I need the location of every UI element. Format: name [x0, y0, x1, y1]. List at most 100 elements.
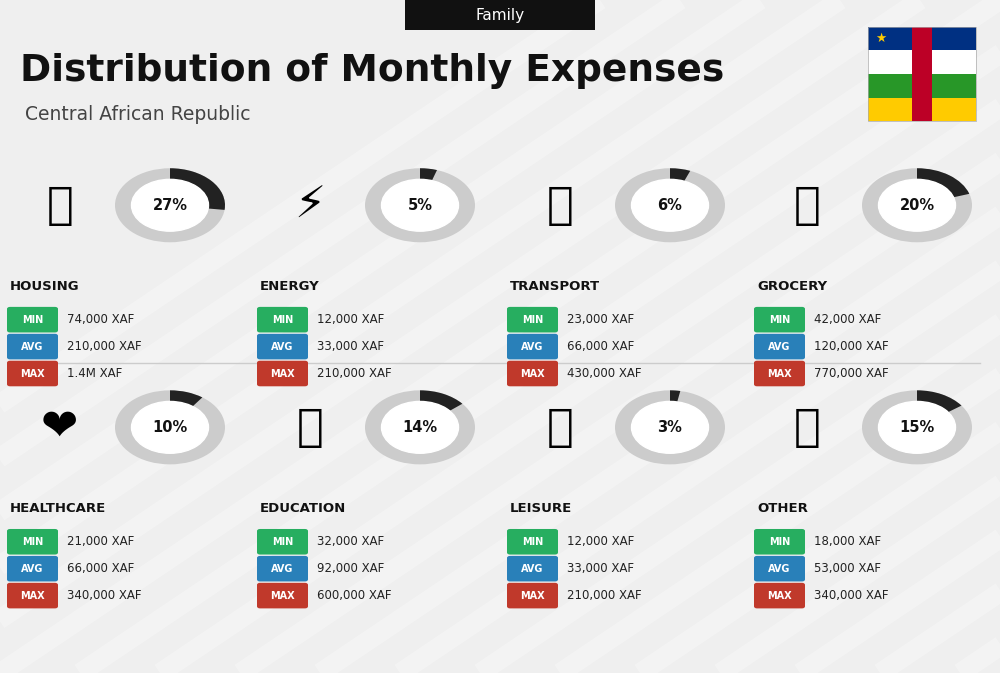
Text: LEISURE: LEISURE	[510, 501, 572, 515]
Text: MAX: MAX	[520, 591, 545, 600]
FancyBboxPatch shape	[507, 556, 558, 581]
Text: AVG: AVG	[521, 342, 544, 351]
Text: 92,000 XAF: 92,000 XAF	[317, 562, 384, 575]
Text: MIN: MIN	[272, 315, 293, 324]
Text: AVG: AVG	[768, 564, 791, 573]
Text: HEALTHCARE: HEALTHCARE	[10, 501, 106, 515]
Circle shape	[879, 401, 956, 454]
Text: 340,000 XAF: 340,000 XAF	[814, 589, 889, 602]
Text: 66,000 XAF: 66,000 XAF	[67, 562, 134, 575]
Text: 53,000 XAF: 53,000 XAF	[814, 562, 881, 575]
FancyBboxPatch shape	[754, 583, 805, 608]
Text: Distribution of Monthly Expenses: Distribution of Monthly Expenses	[20, 52, 724, 89]
Text: AVG: AVG	[768, 342, 791, 351]
Text: 14%: 14%	[402, 420, 438, 435]
Circle shape	[879, 180, 956, 232]
Text: ★: ★	[875, 32, 887, 44]
Text: MAX: MAX	[767, 591, 792, 600]
Wedge shape	[917, 168, 969, 197]
Text: 6%: 6%	[658, 198, 682, 213]
Text: TRANSPORT: TRANSPORT	[510, 279, 600, 293]
Text: 👛: 👛	[794, 406, 820, 449]
Wedge shape	[115, 390, 225, 464]
Text: 770,000 XAF: 770,000 XAF	[814, 367, 889, 380]
Text: MAX: MAX	[20, 591, 45, 600]
Text: 🛍️: 🛍️	[547, 406, 573, 449]
Text: MIN: MIN	[272, 537, 293, 546]
Text: 🚌: 🚌	[547, 184, 573, 227]
FancyBboxPatch shape	[257, 307, 308, 332]
Wedge shape	[670, 168, 690, 181]
FancyBboxPatch shape	[257, 583, 308, 608]
Wedge shape	[862, 390, 972, 464]
Text: 600,000 XAF: 600,000 XAF	[317, 589, 392, 602]
Text: 3%: 3%	[658, 420, 682, 435]
Text: MAX: MAX	[20, 369, 45, 378]
FancyBboxPatch shape	[257, 556, 308, 581]
Wedge shape	[420, 168, 437, 180]
Wedge shape	[170, 168, 225, 210]
FancyBboxPatch shape	[507, 307, 558, 332]
FancyBboxPatch shape	[754, 556, 805, 581]
Text: 340,000 XAF: 340,000 XAF	[67, 589, 142, 602]
FancyBboxPatch shape	[754, 361, 805, 386]
Text: 18,000 XAF: 18,000 XAF	[814, 535, 881, 548]
Text: ❤️: ❤️	[41, 406, 79, 449]
Circle shape	[632, 401, 708, 454]
FancyBboxPatch shape	[7, 556, 58, 581]
Text: 33,000 XAF: 33,000 XAF	[567, 562, 634, 575]
FancyBboxPatch shape	[7, 583, 58, 608]
Text: MIN: MIN	[522, 537, 543, 546]
FancyBboxPatch shape	[257, 361, 308, 386]
Text: 5%: 5%	[408, 198, 432, 213]
Text: 210,000 XAF: 210,000 XAF	[317, 367, 392, 380]
Text: MIN: MIN	[769, 315, 790, 324]
FancyBboxPatch shape	[257, 529, 308, 555]
Circle shape	[132, 401, 208, 454]
FancyBboxPatch shape	[507, 361, 558, 386]
Circle shape	[132, 180, 208, 232]
Text: AVG: AVG	[21, 342, 44, 351]
Text: MAX: MAX	[767, 369, 792, 378]
Text: ENERGY: ENERGY	[260, 279, 320, 293]
FancyBboxPatch shape	[405, 0, 595, 30]
Text: AVG: AVG	[271, 342, 294, 351]
Text: MIN: MIN	[22, 537, 43, 546]
FancyBboxPatch shape	[7, 307, 58, 332]
Text: 12,000 XAF: 12,000 XAF	[567, 535, 634, 548]
Text: 10%: 10%	[152, 420, 188, 435]
Text: 32,000 XAF: 32,000 XAF	[317, 535, 384, 548]
Text: AVG: AVG	[271, 564, 294, 573]
Wedge shape	[365, 168, 475, 242]
Text: 430,000 XAF: 430,000 XAF	[567, 367, 642, 380]
Text: 20%: 20%	[899, 198, 935, 213]
Wedge shape	[115, 168, 225, 242]
Wedge shape	[615, 390, 725, 464]
FancyBboxPatch shape	[7, 334, 58, 359]
Text: 21,000 XAF: 21,000 XAF	[67, 535, 134, 548]
Text: GROCERY: GROCERY	[757, 279, 827, 293]
Text: OTHER: OTHER	[757, 501, 808, 515]
Wedge shape	[615, 168, 725, 242]
FancyBboxPatch shape	[868, 74, 976, 98]
Text: AVG: AVG	[21, 564, 44, 573]
Text: 210,000 XAF: 210,000 XAF	[67, 340, 142, 353]
FancyBboxPatch shape	[754, 307, 805, 332]
Text: Family: Family	[475, 7, 525, 23]
FancyBboxPatch shape	[7, 529, 58, 555]
Text: AVG: AVG	[521, 564, 544, 573]
Circle shape	[632, 180, 708, 232]
Text: HOUSING: HOUSING	[10, 279, 80, 293]
Text: MIN: MIN	[769, 537, 790, 546]
Wedge shape	[917, 390, 961, 412]
FancyBboxPatch shape	[912, 27, 932, 121]
FancyBboxPatch shape	[754, 529, 805, 555]
Circle shape	[382, 401, 458, 454]
Wedge shape	[862, 168, 972, 242]
Wedge shape	[170, 390, 202, 406]
Text: EDUCATION: EDUCATION	[260, 501, 346, 515]
Text: 🏢: 🏢	[47, 184, 73, 227]
Text: 120,000 XAF: 120,000 XAF	[814, 340, 889, 353]
FancyBboxPatch shape	[507, 529, 558, 555]
FancyBboxPatch shape	[868, 50, 976, 74]
